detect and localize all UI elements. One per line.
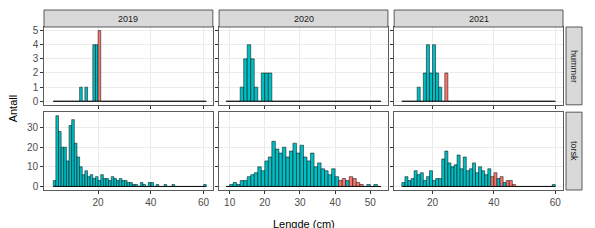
svg-text:torsk: torsk <box>569 141 579 161</box>
svg-text:60: 60 <box>550 197 562 208</box>
svg-text:4: 4 <box>33 39 39 50</box>
svg-text:20: 20 <box>259 197 271 208</box>
svg-text:20: 20 <box>427 197 439 208</box>
svg-text:hummer: hummer <box>569 50 579 83</box>
svg-text:30: 30 <box>27 122 39 133</box>
svg-text:20: 20 <box>27 142 39 153</box>
svg-text:2021: 2021 <box>469 14 489 24</box>
svg-text:5: 5 <box>33 25 39 36</box>
svg-text:50: 50 <box>365 197 377 208</box>
svg-text:Lengde (cm): Lengde (cm) <box>273 218 335 228</box>
svg-text:20: 20 <box>93 197 105 208</box>
svg-text:1: 1 <box>33 82 39 93</box>
svg-text:3: 3 <box>33 53 39 64</box>
svg-text:Antall: Antall <box>7 95 19 123</box>
svg-text:40: 40 <box>488 197 500 208</box>
svg-text:2019: 2019 <box>118 14 138 24</box>
svg-text:2: 2 <box>33 67 39 78</box>
svg-text:30: 30 <box>294 197 306 208</box>
svg-text:0: 0 <box>33 181 39 192</box>
svg-text:10: 10 <box>224 197 236 208</box>
svg-text:60: 60 <box>198 197 210 208</box>
svg-text:40: 40 <box>330 197 342 208</box>
svg-text:10: 10 <box>27 161 39 172</box>
svg-text:2020: 2020 <box>294 14 314 24</box>
svg-text:0: 0 <box>33 96 39 107</box>
svg-text:40: 40 <box>145 197 157 208</box>
